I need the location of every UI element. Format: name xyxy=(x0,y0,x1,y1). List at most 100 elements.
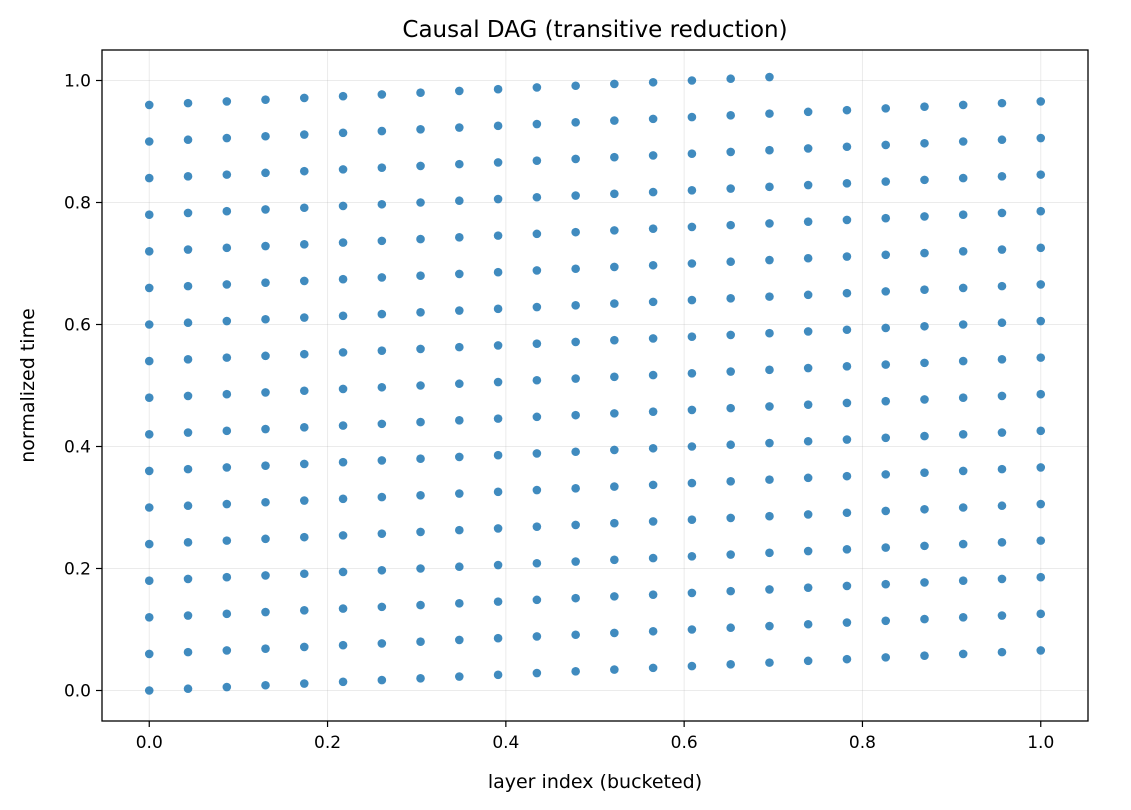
data-point xyxy=(765,585,774,594)
data-point xyxy=(532,375,542,385)
data-point xyxy=(416,381,425,390)
data-point xyxy=(610,409,619,418)
data-point xyxy=(144,466,154,476)
data-point xyxy=(377,419,387,429)
data-point xyxy=(958,503,968,512)
data-point xyxy=(765,219,774,228)
data-point xyxy=(493,341,503,350)
data-point xyxy=(997,501,1007,511)
data-point xyxy=(571,410,580,420)
data-point xyxy=(493,158,503,167)
data-point xyxy=(881,543,891,552)
data-point xyxy=(726,257,735,267)
data-point xyxy=(803,656,813,666)
data-point xyxy=(881,104,891,113)
data-point xyxy=(648,151,658,160)
data-point xyxy=(416,491,425,500)
data-point xyxy=(416,417,425,427)
data-point xyxy=(803,107,813,117)
data-point xyxy=(687,186,697,195)
data-point xyxy=(338,421,348,430)
data-point xyxy=(183,684,193,694)
data-point xyxy=(610,665,619,674)
data-point xyxy=(842,325,852,335)
data-point xyxy=(299,386,309,396)
data-point xyxy=(222,572,232,582)
data-point xyxy=(455,233,464,242)
data-point xyxy=(920,212,929,221)
data-point xyxy=(610,262,619,272)
data-point xyxy=(842,142,852,152)
data-point xyxy=(532,192,542,202)
data-point xyxy=(416,637,425,646)
data-point xyxy=(416,161,425,171)
data-point xyxy=(726,477,735,486)
data-point xyxy=(338,201,348,211)
data-point xyxy=(765,109,774,118)
data-point xyxy=(299,606,309,615)
data-point xyxy=(377,382,387,392)
data-point xyxy=(299,203,309,213)
data-point xyxy=(493,450,503,460)
data-point xyxy=(920,358,929,368)
data-point xyxy=(455,123,464,132)
y-tick-label: 0.4 xyxy=(64,438,91,458)
data-point xyxy=(881,616,891,626)
data-point xyxy=(687,588,697,598)
data-point xyxy=(144,173,154,183)
data-point xyxy=(532,668,542,678)
data-point xyxy=(144,576,154,585)
x-tick-label: 0.4 xyxy=(492,733,519,753)
data-point xyxy=(299,679,309,688)
data-point xyxy=(1036,97,1046,106)
data-point xyxy=(920,395,929,404)
data-point xyxy=(261,534,270,544)
data-point xyxy=(338,494,348,504)
data-point xyxy=(455,452,464,462)
axis-ticks: 0.0 0.2 0.4 0.6 0.8 1.0 0.0 0.2 0.4 0.6 0.8 1.0 xyxy=(64,72,1054,754)
data-point xyxy=(532,302,542,312)
data-point xyxy=(920,175,929,185)
data-point xyxy=(881,579,891,589)
data-point xyxy=(842,545,852,554)
data-point xyxy=(958,393,968,403)
data-point xyxy=(881,140,891,150)
data-point xyxy=(261,278,270,287)
data-point xyxy=(765,621,774,631)
data-point xyxy=(338,311,348,321)
data-point xyxy=(648,407,658,416)
data-point xyxy=(338,567,348,577)
data-point xyxy=(261,571,270,580)
data-point xyxy=(183,647,193,657)
data-point xyxy=(920,321,929,331)
data-point xyxy=(842,581,852,591)
data-point xyxy=(610,628,619,638)
data-point xyxy=(261,644,270,653)
data-point xyxy=(920,578,929,587)
data-point xyxy=(455,379,464,389)
data-point xyxy=(842,618,852,627)
data-point xyxy=(183,611,193,620)
data-point xyxy=(610,592,619,601)
data-point xyxy=(261,95,270,104)
data-point xyxy=(1036,170,1046,179)
data-point xyxy=(687,515,697,524)
data-point xyxy=(532,595,542,605)
data-point xyxy=(144,539,154,549)
data-point xyxy=(183,428,193,437)
data-point xyxy=(687,112,697,122)
data-point xyxy=(222,682,232,692)
data-point xyxy=(881,360,891,369)
data-point xyxy=(493,597,503,606)
data-point xyxy=(726,184,735,193)
x-tick-label: 0.2 xyxy=(314,733,341,753)
data-point xyxy=(455,672,464,681)
data-point xyxy=(144,247,154,256)
data-point xyxy=(920,138,929,148)
data-point xyxy=(881,396,891,406)
data-point xyxy=(842,654,852,664)
data-point xyxy=(648,334,658,343)
data-point xyxy=(997,245,1007,254)
data-point xyxy=(183,98,193,108)
